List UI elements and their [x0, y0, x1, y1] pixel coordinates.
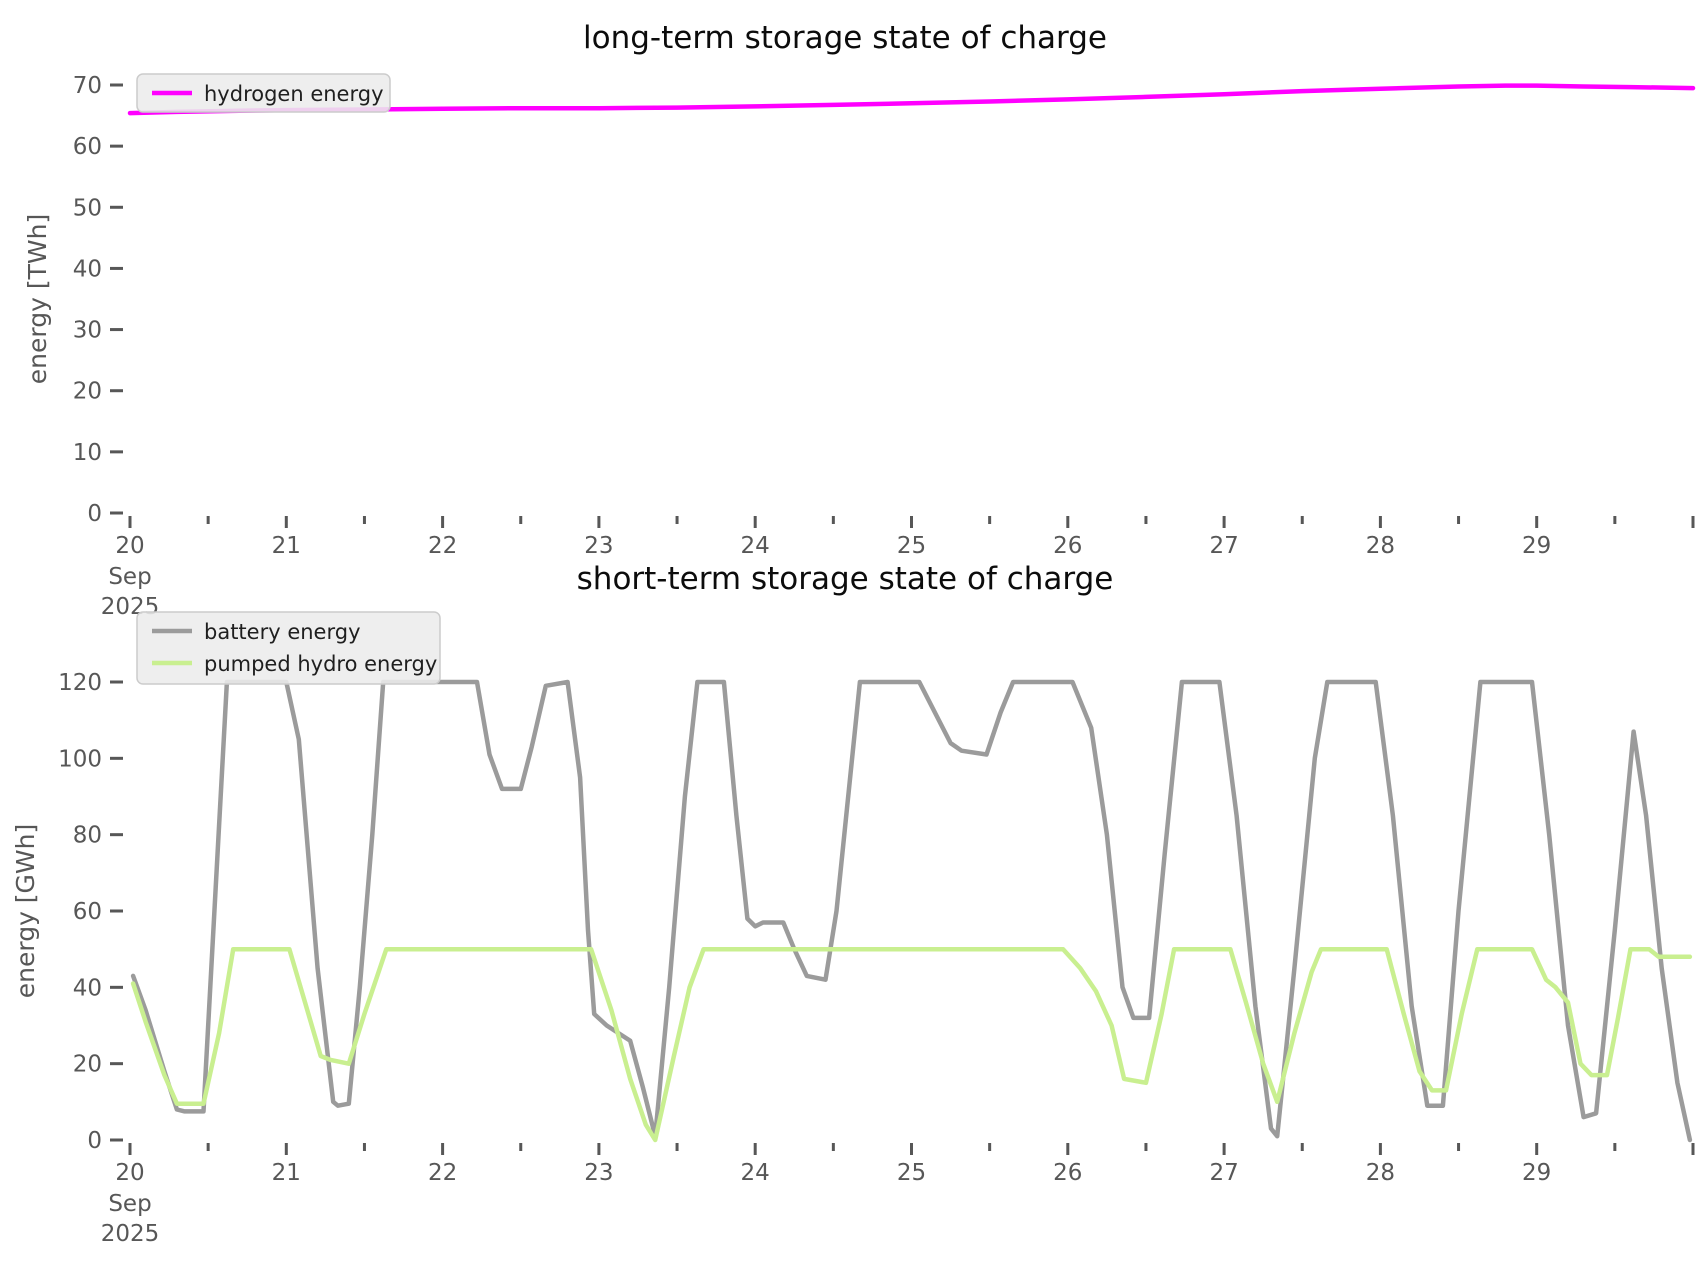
x-tick-label: 21	[272, 1160, 301, 1186]
x-tick-label: 28	[1366, 1160, 1395, 1186]
x-tick-label: 24	[741, 1160, 770, 1186]
x-tick-label: 25	[897, 1160, 926, 1186]
x-axis-date-sublabel: 2025	[101, 1221, 160, 1247]
y-tick-label: 60	[73, 899, 102, 925]
battery-energy-legend-label: battery energy	[204, 620, 361, 644]
y-tick-label: 20	[73, 379, 102, 405]
short-term-y-axis-label: energy [GWh]	[11, 824, 40, 999]
short-term-series-lines	[130, 679, 1693, 1143]
battery-energy-line	[130, 679, 1693, 1143]
long-term-chart: long-term storage state of charge energy…	[23, 20, 1696, 620]
x-tick-label: 22	[428, 533, 457, 559]
x-tick-label: 20	[115, 533, 144, 559]
y-tick-label: 40	[73, 256, 102, 282]
y-tick-label: 20	[73, 1052, 102, 1078]
x-tick-label: 29	[1522, 1160, 1551, 1186]
x-tick-label: 23	[584, 533, 613, 559]
legend-frame	[136, 73, 391, 113]
x-axis-date-sublabel: Sep	[108, 564, 151, 590]
y-tick-label: 50	[73, 195, 102, 221]
short-term-axis-ticks: 0 20 40 60 80 100 120 20 Sep 2025 21 22 23 24 25 26 27 28…	[58, 670, 1695, 1247]
x-tick-label: 29	[1522, 533, 1551, 559]
y-tick-label: 30	[73, 318, 102, 344]
y-tick-label: 70	[73, 73, 102, 99]
short-term-legend: battery energy pumped hydro energy	[136, 611, 441, 685]
y-tick-label: 120	[58, 670, 102, 696]
y-tick-label: 10	[73, 440, 102, 466]
x-tick-label: 24	[741, 533, 770, 559]
x-tick-label: 25	[897, 533, 926, 559]
x-tick-label: 23	[584, 1160, 613, 1186]
long-term-legend: hydrogen energy	[136, 73, 391, 113]
y-tick-label: 80	[73, 823, 102, 849]
y-tick-label: 0	[87, 1128, 102, 1154]
short-term-chart: short-term storage state of charge energ…	[11, 561, 1695, 1247]
x-tick-label: 28	[1366, 533, 1395, 559]
long-term-chart-title: long-term storage state of charge	[583, 20, 1107, 56]
hydrogen-energy-legend-label: hydrogen energy	[204, 82, 384, 106]
pumped-hydro-energy-legend-label: pumped hydro energy	[204, 652, 437, 676]
x-tick-label: 26	[1053, 533, 1082, 559]
y-tick-label: 100	[58, 746, 102, 772]
pumped-hydro-energy-line	[130, 946, 1693, 1143]
legend-frame	[136, 611, 441, 685]
x-tick-label: 27	[1209, 1160, 1238, 1186]
x-tick-label: 26	[1053, 1160, 1082, 1186]
y-tick-label: 0	[87, 501, 102, 527]
x-axis-date-sublabel: Sep	[108, 1191, 151, 1217]
x-tick-label: 22	[428, 1160, 457, 1186]
long-term-y-axis-label: energy [TWh]	[23, 214, 52, 384]
x-tick-label: 21	[272, 533, 301, 559]
short-term-chart-title: short-term storage state of charge	[577, 561, 1114, 597]
x-tick-label: 20	[115, 1160, 144, 1186]
y-tick-label: 40	[73, 975, 102, 1001]
y-tick-label: 60	[73, 134, 102, 160]
x-tick-label: 27	[1209, 533, 1238, 559]
